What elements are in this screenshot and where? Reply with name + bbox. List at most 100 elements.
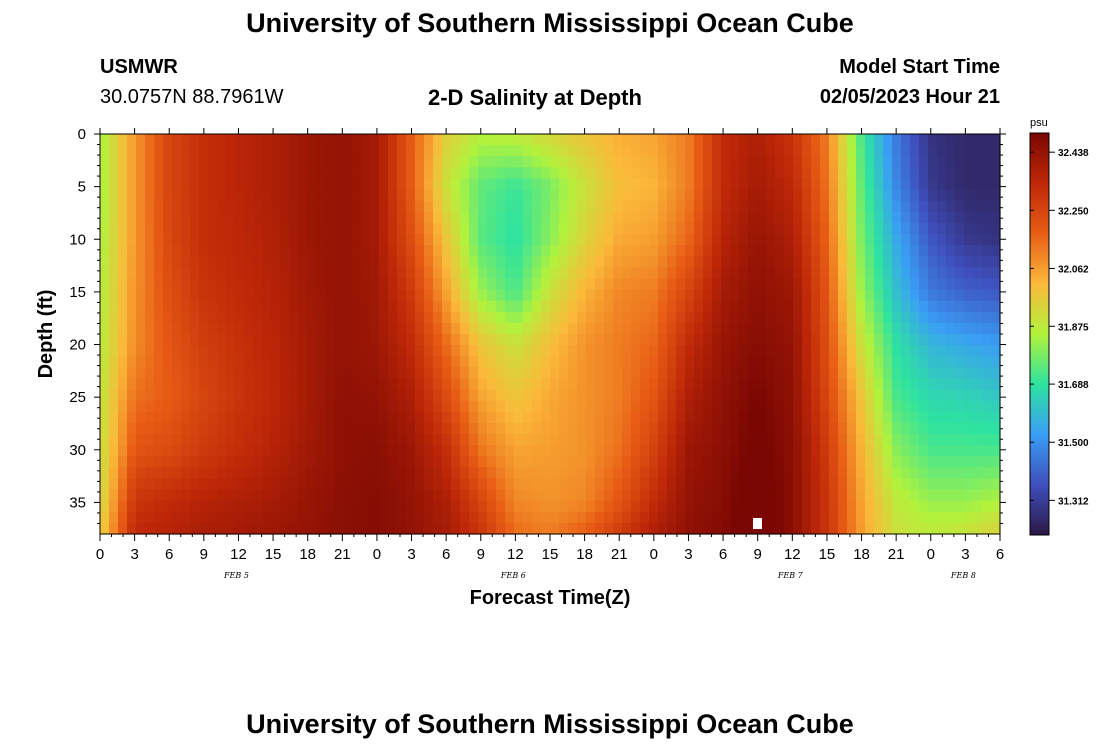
heatmap-cell: [928, 500, 938, 513]
heatmap-cell: [658, 311, 668, 324]
heatmap-cell: [406, 322, 416, 335]
plot-title: 2-D Salinity at Depth: [428, 85, 642, 110]
heatmap-cell: [280, 145, 290, 157]
heatmap-cell: [937, 356, 947, 368]
heatmap-cell: [136, 178, 146, 191]
heatmap-cell: [280, 300, 290, 313]
heatmap-cell: [235, 234, 245, 246]
heatmap-cell: [973, 178, 983, 191]
heatmap-cell: [415, 289, 425, 302]
heatmap-cell: [856, 178, 866, 191]
heatmap-cell: [136, 189, 146, 202]
heatmap-cell: [253, 256, 263, 268]
heatmap-cell: [370, 422, 380, 435]
heatmap-cell: [307, 134, 317, 146]
heatmap-cell: [712, 456, 722, 468]
heatmap-cell: [856, 167, 866, 180]
heatmap-cell: [829, 478, 839, 491]
heatmap-cell: [577, 378, 587, 391]
heatmap-cell: [388, 478, 398, 491]
heatmap-cell: [919, 167, 929, 180]
heatmap-cell: [442, 134, 452, 146]
heatmap-cell: [730, 200, 740, 213]
heatmap-cell: [874, 411, 884, 424]
heatmap-cell: [568, 334, 578, 346]
heatmap-cell: [136, 478, 146, 491]
y-tick-label: 15: [69, 284, 86, 301]
heatmap-cell: [487, 422, 497, 435]
heatmap-cell: [640, 434, 650, 446]
heatmap-cell: [208, 278, 218, 291]
heatmap-cell: [901, 311, 911, 324]
heatmap-cell: [964, 167, 974, 180]
heatmap-cell: [649, 345, 659, 357]
heatmap-cell: [829, 178, 839, 191]
heatmap-cell: [271, 145, 281, 157]
heatmap-cell: [478, 422, 488, 435]
heatmap-cell: [379, 311, 389, 324]
heatmap-cell: [244, 400, 254, 413]
heatmap-cell: [163, 356, 173, 368]
heatmap-cell: [820, 189, 830, 202]
heatmap-cell: [721, 522, 731, 535]
heatmap-cell: [181, 445, 191, 457]
heatmap-cell: [847, 500, 857, 513]
heatmap-cell: [802, 189, 812, 202]
heatmap-cell: [892, 489, 902, 502]
heatmap-cell: [388, 167, 398, 180]
heatmap-cell: [793, 300, 803, 313]
heatmap-cell: [937, 145, 947, 157]
heatmap-cell: [100, 178, 110, 191]
heatmap-cell: [928, 445, 938, 457]
heatmap-cell: [640, 411, 650, 424]
heatmap-cell: [451, 222, 461, 235]
heatmap-cell: [361, 278, 371, 291]
heatmap-cell: [496, 256, 506, 268]
heatmap-cell: [559, 145, 569, 157]
heatmap-cell: [973, 234, 983, 246]
heatmap-cell: [559, 389, 569, 402]
heatmap-cell: [811, 478, 821, 491]
heatmap-cell: [190, 222, 200, 235]
heatmap-cell: [226, 367, 236, 380]
heatmap-cell: [712, 145, 722, 157]
heatmap-cell: [406, 445, 416, 457]
heatmap-cell: [514, 278, 524, 291]
heatmap-cell: [532, 489, 542, 502]
heatmap-cell: [226, 234, 236, 246]
heatmap-cell: [739, 522, 749, 535]
heatmap-cell: [406, 234, 416, 246]
heatmap-cell: [496, 222, 506, 235]
heatmap-cell: [694, 511, 704, 524]
heatmap-cell: [595, 167, 605, 180]
heatmap-cell: [973, 456, 983, 468]
heatmap-cell: [991, 200, 1001, 213]
heatmap-cell: [397, 456, 407, 468]
heatmap-cell: [712, 156, 722, 168]
heatmap-cell: [208, 478, 218, 491]
heatmap-cell: [667, 256, 677, 268]
heatmap-cell: [667, 289, 677, 302]
heatmap-cell: [370, 134, 380, 146]
heatmap-cell: [685, 289, 695, 302]
heatmap-cell: [856, 522, 866, 535]
heatmap-cell: [451, 478, 461, 491]
heatmap-cell: [469, 522, 479, 535]
heatmap-cell: [937, 311, 947, 324]
heatmap-cell: [676, 467, 686, 480]
heatmap-cell: [559, 334, 569, 346]
heatmap-cell: [973, 311, 983, 324]
heatmap-cell: [640, 278, 650, 291]
date-label: FEB 7: [777, 571, 804, 580]
heatmap-cell: [226, 311, 236, 324]
heatmap-cell: [388, 245, 398, 257]
heatmap-cell: [190, 378, 200, 391]
heatmap-cell: [991, 389, 1001, 402]
heatmap-cell: [478, 467, 488, 480]
heatmap-cell: [838, 378, 848, 391]
heatmap-cell: [460, 134, 470, 146]
heatmap-cell: [154, 245, 164, 257]
heatmap-cell: [217, 245, 227, 257]
heatmap-cell: [424, 178, 434, 191]
heatmap-cell: [154, 156, 164, 168]
